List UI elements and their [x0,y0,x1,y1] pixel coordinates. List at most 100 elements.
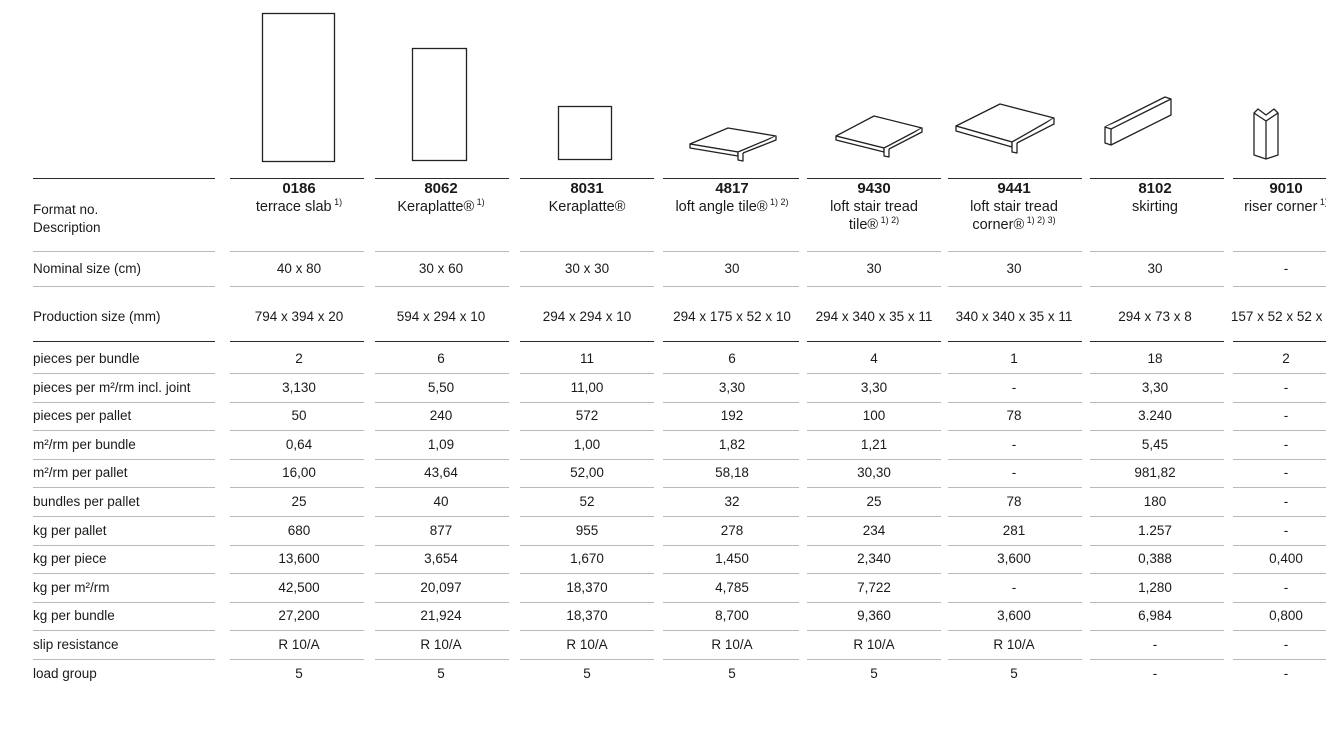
table-cell: - [1283,261,1289,276]
column-header-4817: 4817 loft angle tile® 1) 2) [657,180,807,216]
table-cell: 1.257 [1138,523,1172,538]
table-cell: 78 [1006,408,1022,423]
format-description: riser corner 1) [1211,198,1326,216]
table-cell: 32 [724,494,740,509]
table-cell: 27,200 [278,608,320,623]
table-cell: 20,097 [420,580,462,595]
row-label: kg per pallet [33,523,107,538]
stair-tread-icon [834,110,924,160]
table-cell: 294 x 73 x 8 [1118,309,1192,324]
table-cell: 157 x 52 x 52 x 10 [1230,309,1326,324]
table-cell: 18,370 [566,608,608,623]
footnote-ref: 1) [1319,197,1326,208]
row-label: m²/rm per pallet [33,465,128,480]
format-description: loft angle tile® 1) 2) [675,197,789,215]
row-label: pieces per bundle [33,351,140,366]
format-description-line2: tile® 1) 2) [848,215,900,233]
table-cell: 5,50 [427,380,455,395]
table-cell: 11 [579,351,594,366]
table-cell: 16,00 [282,465,316,480]
format-number: 9430 [857,180,891,197]
footnote-ref: 1) [331,197,343,208]
table-cell: - [1283,380,1289,395]
format-description: Keraplatte® 1) [397,197,485,215]
column-header-9441: 9441 loft stair tread corner® 1) 2) 3) [939,180,1089,234]
table-cell: 1 [1010,351,1018,366]
table-cell: 3,600 [997,608,1031,623]
table-cell: 6 [728,351,736,366]
row-label: kg per bundle [33,608,115,623]
table-cell: 3,600 [997,551,1031,566]
table-cell: R 10/A [420,637,462,652]
table-cell: 18,370 [566,580,608,595]
table-cell: 6,984 [1138,608,1172,623]
row-label: pieces per pallet [33,408,132,423]
rectangle-slab-icon [411,47,468,162]
format-label: Format no. [33,202,99,217]
description-label: Description [33,220,101,235]
table-cell: 278 [720,523,744,538]
table-cell: 3,654 [424,551,458,566]
table-cell: 25 [291,494,307,509]
table-cell: 794 x 394 x 20 [254,309,344,324]
table-cell: 1,00 [573,437,601,452]
table-cell: 30 [724,261,740,276]
table-cell: 192 [720,408,744,423]
row-label: bundles per pallet [33,494,140,509]
table-cell: - [1011,380,1017,395]
table-cell: 30 [866,261,882,276]
column-header-8102: 8102 skirting [1080,180,1230,216]
format-number: 8031 [570,180,604,197]
footnote-ref: 1) 2) [878,215,900,226]
table-cell: 40 x 80 [276,261,322,276]
table-cell: 9,360 [857,608,891,623]
format-description-line2: corner® 1) 2) 3) [972,215,1056,233]
table-cell: - [1283,580,1289,595]
table-cell: 30 x 30 [564,261,610,276]
row-label: kg per piece [33,551,107,566]
table-cell: 1,280 [1138,580,1172,595]
table-cell: 572 [575,408,599,423]
row-label: load group [33,666,97,681]
table-cell: 5 [728,666,736,681]
table-cell: 0,800 [1269,608,1303,623]
row-label: Nominal size (cm) [33,261,142,276]
row-label: m²/rm per bundle [33,437,136,452]
format-number: 8062 [424,180,458,197]
table-cell: 877 [429,523,453,538]
row-label: kg per m²/rm [33,580,110,595]
table-cell: - [1152,666,1158,681]
table-cell: 4 [870,351,878,366]
table-cell: 11,00 [570,380,604,395]
table-cell: 1,82 [718,437,746,452]
table-cell: 3,130 [282,380,316,395]
format-number: 4817 [715,180,749,197]
table-cell: 3.240 [1138,408,1172,423]
table-cell: - [1283,494,1289,509]
table-cell: 1,450 [715,551,749,566]
table-cell: 1,21 [860,437,888,452]
table-cell: 281 [1002,523,1026,538]
table-cell: 240 [429,408,453,423]
column-header-0186: 0186 terrace slab 1) [224,180,374,216]
table-cell: 0,388 [1138,551,1172,566]
table-cell: - [1011,465,1017,480]
format-description: terrace slab 1) [255,197,343,215]
table-cell: 78 [1006,494,1022,509]
table-cell: 30 [1147,261,1163,276]
table-cell: 294 x 175 x 52 x 10 [673,309,791,324]
table-cell: 5 [583,666,591,681]
footnote-ref: 1) 2) [767,197,789,208]
table-cell: 5 [295,666,303,681]
table-cell: 1,670 [570,551,604,566]
table-cell: - [1283,637,1289,652]
format-number: 8102 [1138,180,1172,197]
table-cell: 43,64 [424,465,458,480]
riser-corner-icon [1252,107,1282,161]
table-cell: 21,924 [420,608,462,623]
table-cell: - [1283,408,1289,423]
table-cell: 7,722 [857,580,891,595]
table-cell: - [1283,666,1289,681]
table-cell: 294 x 294 x 10 [542,309,632,324]
table-cell: R 10/A [993,637,1035,652]
